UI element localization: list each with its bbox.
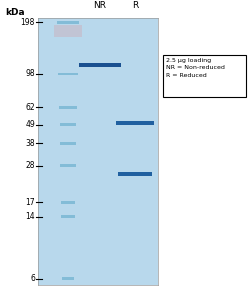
Bar	[163, 55, 246, 97]
Bar	[54, 26, 82, 38]
Bar	[79, 63, 121, 68]
Text: 17: 17	[26, 198, 35, 207]
Text: NR: NR	[94, 1, 106, 10]
Text: 62: 62	[26, 103, 35, 112]
Text: 14: 14	[26, 212, 35, 221]
Bar	[60, 142, 76, 145]
Text: 198: 198	[20, 18, 35, 27]
Bar	[61, 201, 75, 203]
Bar	[59, 106, 77, 109]
Bar	[57, 21, 79, 24]
Bar	[60, 164, 76, 167]
Bar	[61, 215, 75, 218]
Text: 6: 6	[30, 274, 35, 283]
Bar	[60, 123, 76, 126]
Bar	[118, 172, 152, 176]
Text: R: R	[132, 1, 138, 10]
Text: 98: 98	[26, 69, 35, 78]
Text: 2.5 μg loading
NR = Non-reduced
R = Reduced: 2.5 μg loading NR = Non-reduced R = Redu…	[166, 58, 224, 78]
Bar	[62, 278, 74, 280]
Bar	[116, 122, 154, 125]
Text: 49: 49	[25, 120, 35, 129]
Text: kDa: kDa	[5, 8, 24, 17]
Text: 38: 38	[26, 139, 35, 148]
Text: 28: 28	[26, 161, 35, 170]
Bar	[38, 18, 158, 285]
Bar	[58, 73, 78, 75]
